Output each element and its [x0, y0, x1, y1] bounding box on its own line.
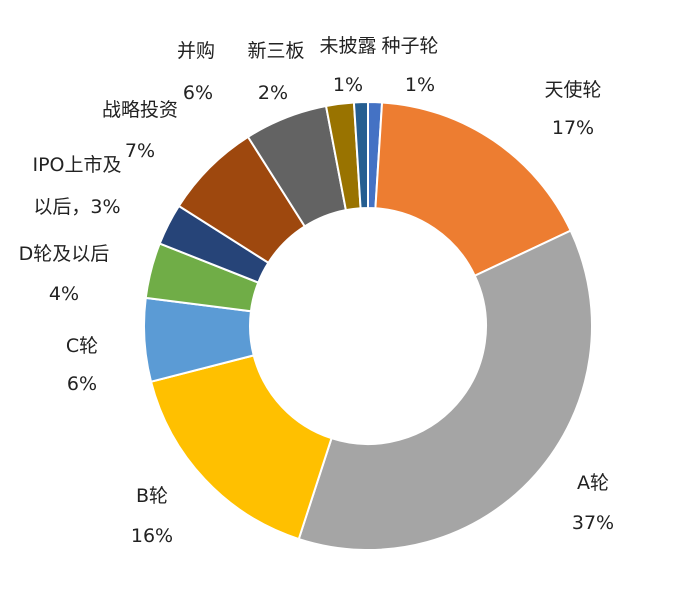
- label-name-round-a: A轮: [577, 472, 609, 494]
- label-name-undisclosed: 未披露: [319, 35, 376, 57]
- label-pct-seed: 1%: [405, 74, 435, 96]
- label-pct-round-b: 16%: [131, 525, 173, 547]
- label-name-round-d: D轮及以后: [19, 243, 110, 265]
- label-name-ipo: IPO上市及: [32, 154, 121, 176]
- donut-slices: [143, 100, 593, 551]
- label-name-neeq: 新三板: [247, 40, 304, 62]
- label-pct-ma: 6%: [183, 82, 213, 104]
- label-name-round-b: B轮: [136, 485, 168, 507]
- label-pct-strategic: 7%: [125, 140, 155, 162]
- label-name-round-c: C轮: [66, 335, 98, 357]
- label-name-strategic: 战略投资: [102, 99, 178, 121]
- label-pct-round-a: 37%: [572, 512, 614, 534]
- label-name-seed: 种子轮: [381, 35, 438, 57]
- slice-2: [297, 229, 593, 551]
- label-pct-round-d: 4%: [49, 283, 79, 305]
- label-pct-undisclosed: 1%: [333, 74, 363, 96]
- slice-1: [374, 101, 573, 278]
- label-name-ma: 并购: [177, 40, 215, 62]
- label-pct-round-c: 6%: [67, 373, 97, 395]
- label-pct-ipo: 以后，3%: [33, 196, 120, 218]
- label-pct-angel: 17%: [552, 117, 594, 139]
- label-name-angel: 天使轮: [544, 79, 601, 101]
- slice-10: [352, 100, 369, 210]
- slice-3: [149, 354, 333, 541]
- label-pct-neeq: 2%: [258, 82, 288, 104]
